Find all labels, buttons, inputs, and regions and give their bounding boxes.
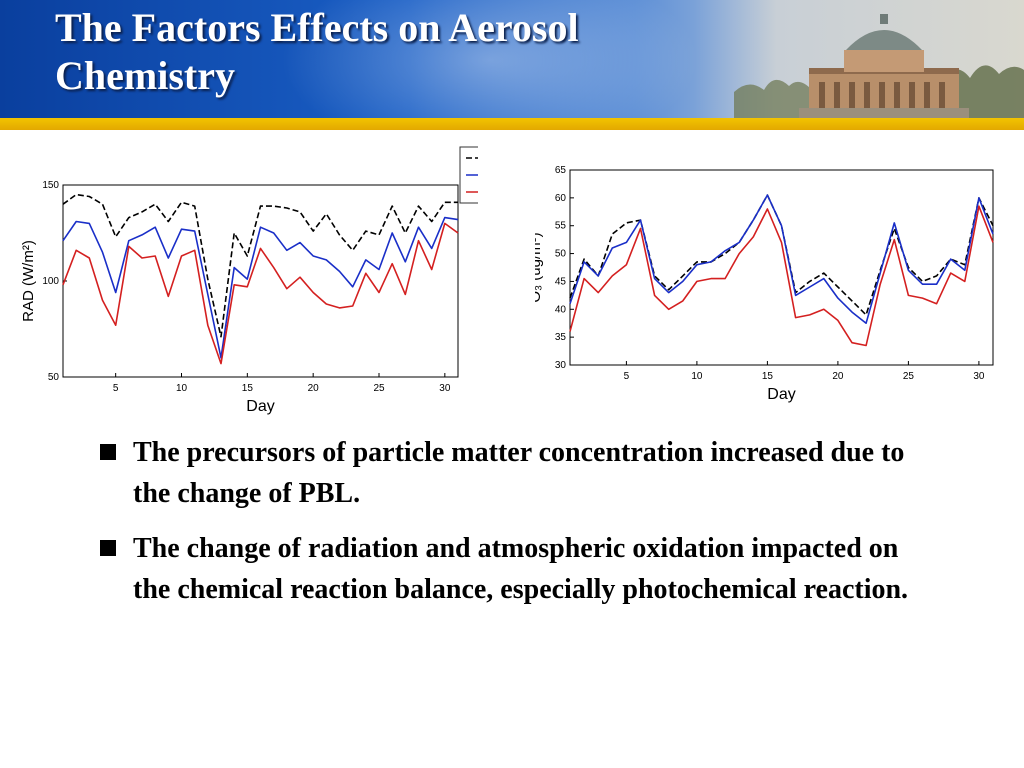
o3-y-tick-label: 60 [555,193,567,204]
university-building-picture [694,0,1024,118]
o3-chart: 5 10 15 20 25 30 30 35 40 45 50 55 60 65 Day O₃ (ug/m³) [535,160,1005,410]
slide-title: The Factors Effects on Aerosol Chemistry [55,4,579,100]
bullet-item: The change of radiation and atmospheric … [96,528,926,610]
o3-y-tick-label: 30 [555,360,567,371]
rad-series-cam [62,222,459,365]
rad-y-axis-label: RAD (W/m²) [20,240,37,322]
rad-series-rrtmg [62,216,459,359]
o3-x-tick-label: 5 [624,371,630,382]
o3-y-axis-label: O₃ (ug/m³) [535,232,544,302]
chart-legend: NFRRTMGCAM [459,146,478,204]
o3-y-tick-label: 45 [555,276,567,287]
rad-chart: 5 10 15 20 25 30 50 100 150 Day RAD (W/m²) NFRRTMGC… [8,145,478,420]
o3-y-tick-label: 50 [555,249,567,260]
rad-y-tick-label: 100 [42,276,59,287]
o3-x-tick-label: 10 [691,371,703,382]
o3-x-tick-label: 30 [973,371,985,382]
square-bullet-icon [100,444,116,460]
rad-x-tick-label: 20 [308,383,320,394]
header-yellow-band [0,118,1024,130]
bullet-text: The change of radiation and atmospheric … [133,533,909,605]
o3-plot-frame [569,169,994,366]
o3-y-tick-label: 40 [555,304,567,315]
o3-y-tick-label: 65 [555,165,567,176]
bullet-item: The precursors of particle matter concen… [96,432,926,514]
square-bullet-icon [100,540,116,556]
bullet-list: The precursors of particle matter concen… [96,432,926,624]
header-glow [280,0,700,118]
rad-x-tick-label: 10 [176,383,188,394]
title-line-2: Chemistry [55,53,235,98]
o3-series-cam [569,205,994,347]
o3-x-tick-label: 15 [762,371,774,382]
rad-x-axis-label: Day [246,398,274,415]
o3-x-tick-label: 25 [903,371,915,382]
o3-y-tick-label: 55 [555,221,567,232]
rad-y-tick-label: 50 [48,372,60,383]
rad-chart-svg: 5 10 15 20 25 30 50 100 150 Day RAD (W/m²) NFRRTMGC… [20,146,478,415]
rad-x-tick-label: 25 [373,383,385,394]
o3-x-tick-label: 20 [832,371,844,382]
bullet-text: The precursors of particle matter concen… [133,437,905,509]
rad-y-tick-label: 150 [42,180,59,191]
o3-y-tick-label: 35 [555,332,567,343]
rad-x-tick-label: 5 [113,383,119,394]
o3-x-axis-label: Day [767,386,795,403]
rad-x-tick-label: 15 [242,383,254,394]
rad-series-nf [62,193,458,338]
slide-header: The Factors Effects on Aerosol Chemistry [0,0,1024,118]
rad-x-tick-label: 30 [439,383,451,394]
o3-series-rrtmg [569,194,994,324]
title-line-1: The Factors Effects on Aerosol [55,5,579,50]
o3-chart-svg: 5 10 15 20 25 30 30 35 40 45 50 55 60 65 Day O₃ (ug/m³) [535,165,994,403]
